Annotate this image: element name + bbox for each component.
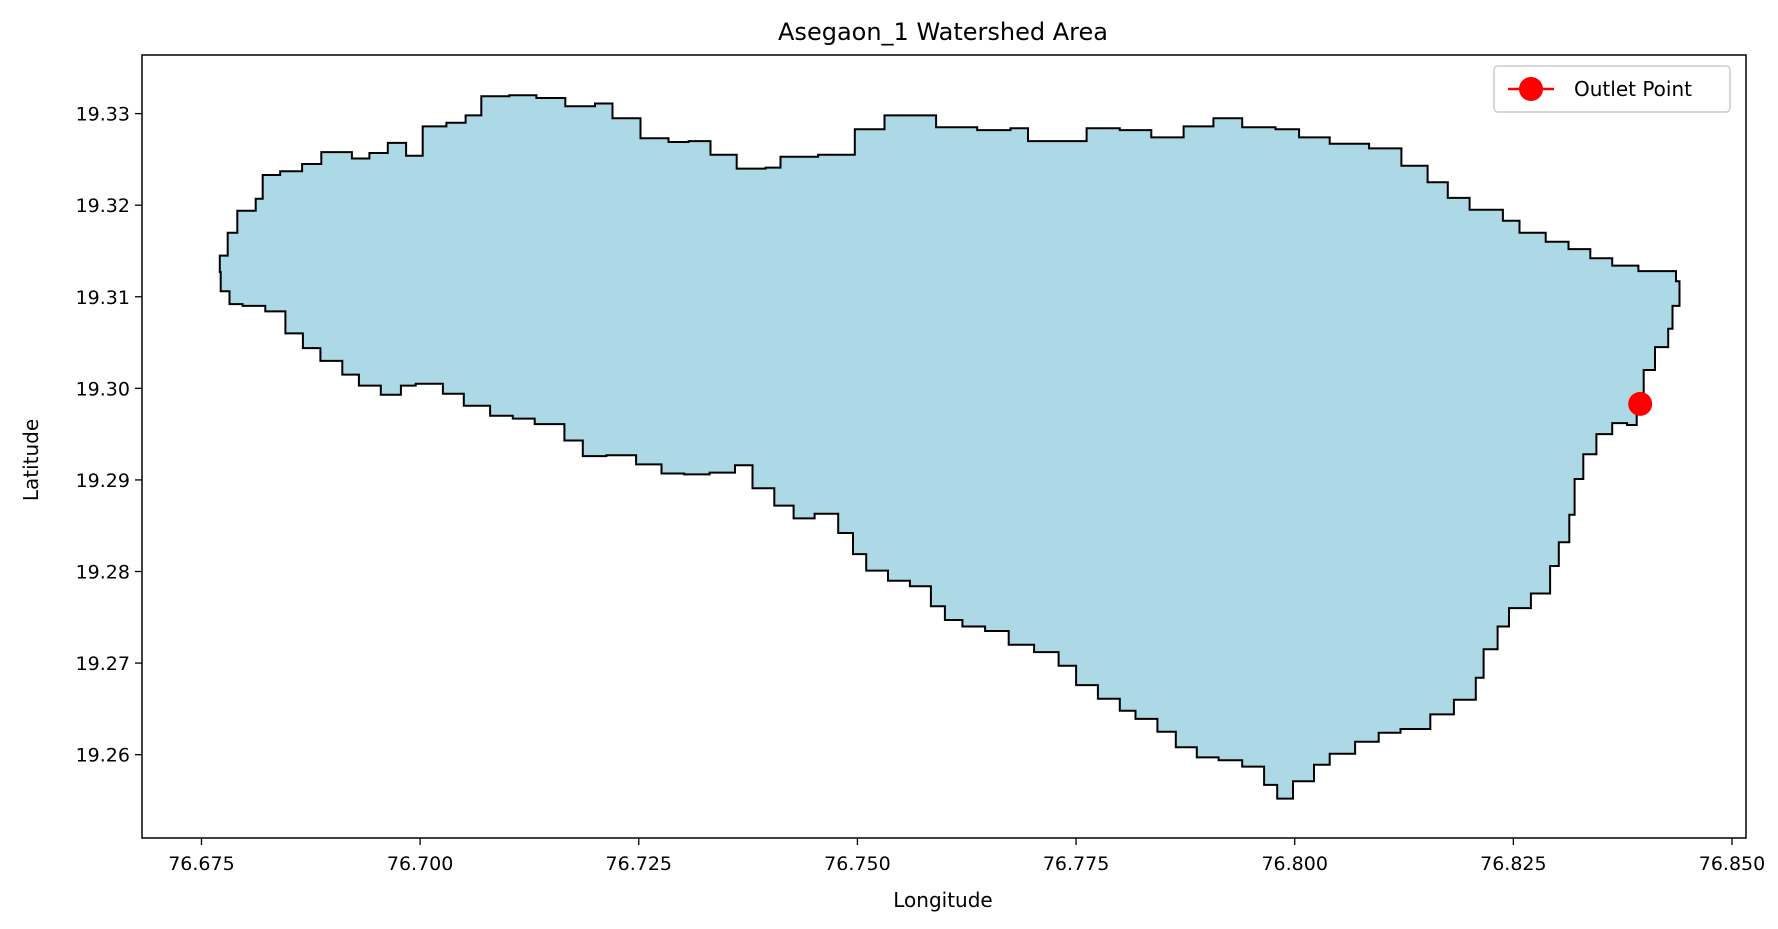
axis-ticks: 76.675 76.700 76.725 76.750 76.775 76.800 76.8… [76,104,1766,875]
y-axis-label: Latitude [19,419,43,501]
y-tick-label: 19.26 [76,745,130,767]
x-axis-label: Longitude [893,888,992,912]
chart-title: Asegaon_1 Watershed Area [778,18,1108,46]
y-tick-label: 19.31 [76,287,130,309]
x-tick-label: 76.675 [168,853,234,875]
y-tick-label: 19.27 [76,653,130,675]
y-tick-label: 19.28 [76,562,130,584]
x-tick-label: 76.825 [1480,853,1546,875]
y-tick-label: 19.30 [76,378,130,400]
legend-marker-swatch [1519,77,1543,101]
legend-box [1493,65,1731,113]
watershed-polygon [218,94,1681,800]
x-tick-label: 76.775 [1043,853,1109,875]
legend: Outlet Point [1493,65,1731,113]
x-tick-label: 76.750 [824,853,890,875]
x-tick-label: 76.850 [1699,853,1765,875]
legend-label-outlet-point: Outlet Point [1574,77,1692,101]
x-tick-label: 76.800 [1261,853,1327,875]
x-tick-label: 76.725 [606,853,672,875]
plot-area [141,54,1747,839]
x-tick-label: 76.700 [387,853,453,875]
y-tick-label: 19.29 [76,470,130,492]
y-tick-label: 19.32 [76,195,130,217]
outlet-point-marker [1628,391,1653,416]
y-tick-label: 19.33 [76,104,130,126]
axes-frame [141,54,1747,839]
